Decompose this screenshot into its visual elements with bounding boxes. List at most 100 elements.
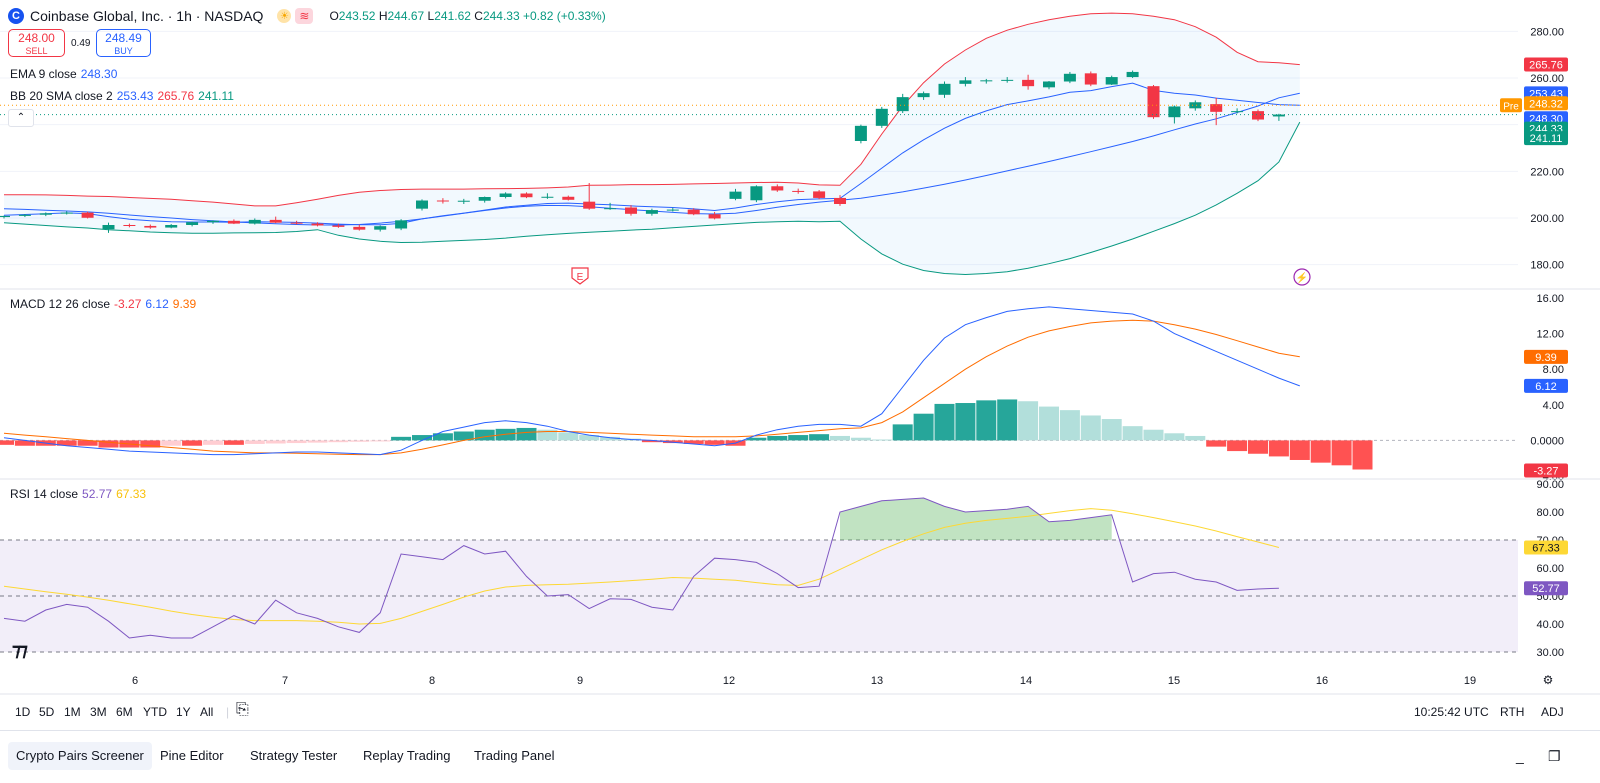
macd-histogram-bar <box>0 440 14 445</box>
candle-body <box>1043 81 1055 88</box>
macd-histogram-bar <box>850 437 871 441</box>
macd-histogram-bar <box>244 440 265 444</box>
candle-body <box>562 196 575 200</box>
tag-macd-hist: -3.27 <box>1533 466 1558 478</box>
chart-canvas[interactable]: 280.00260.00240.00220.00200.00180.00E⚡26… <box>0 0 1600 697</box>
candle-body <box>60 212 73 214</box>
timeframe-1m[interactable]: 1M <box>64 705 81 719</box>
maximize-panel-icon[interactable]: ❐ <box>1548 748 1561 764</box>
macd-histogram-bar <box>14 440 35 446</box>
macd-histogram-bar <box>140 440 161 448</box>
macd-histogram-bar <box>349 440 370 442</box>
candle-body <box>1168 106 1181 118</box>
candle-body <box>541 196 554 198</box>
timeframe-1y[interactable]: 1Y <box>176 705 191 719</box>
candle-body <box>645 210 658 214</box>
candle-body <box>666 209 679 211</box>
macd-histogram-bar <box>830 435 850 441</box>
dividend-marker-shape <box>1293 268 1311 286</box>
ema-legend[interactable]: EMA 9 close 248.30 <box>10 67 118 81</box>
macd-histogram-bar <box>1227 440 1248 452</box>
candle-body <box>687 209 700 215</box>
macd-signal-line <box>3 319 1300 456</box>
candle-body <box>1105 77 1118 85</box>
candle-body <box>896 97 909 112</box>
tab-pine-editor[interactable]: Pine Editor <box>160 748 224 763</box>
tag-bb-upper: 265.76 <box>1529 60 1563 72</box>
timeframe-1d[interactable]: 1D <box>15 705 31 719</box>
sell-button[interactable]: 248.00 SELL <box>8 29 65 57</box>
timeframe-6m[interactable]: 6M <box>116 705 133 719</box>
macd-histogram-bar <box>976 400 997 441</box>
macd-histogram-bar <box>1080 415 1101 441</box>
adj-toggle[interactable]: ADJ <box>1541 705 1564 719</box>
tab-replay-trading[interactable]: Replay Trading <box>363 748 451 763</box>
candle-body <box>583 201 596 209</box>
tradingview-watermark-icon: ⁊⁊ <box>12 640 28 660</box>
macd-legend[interactable]: MACD 12 26 close -3.27 6.12 9.39 <box>10 297 197 311</box>
macd-tick-label: 0.0000 <box>1530 435 1564 447</box>
market-hours-sun-icon[interactable]: ☀ <box>277 9 292 23</box>
rsi-legend[interactable]: RSI 14 close 52.77 67.33 <box>10 487 147 501</box>
date-range-calendar-icon[interactable]: ⎘ <box>236 701 249 718</box>
tab-strategy-tester[interactable]: Strategy Tester <box>250 748 338 763</box>
macd-histogram-bar <box>182 440 203 446</box>
macd-histogram-bar <box>1206 440 1227 447</box>
tag-rsi: 52.77 <box>1532 583 1560 595</box>
rsi-ma-line <box>3 508 1280 625</box>
candle-body <box>436 200 449 202</box>
macd-histogram-bar <box>809 434 830 441</box>
tag-macd-signal-bg <box>1524 349 1568 364</box>
minimize-panel-icon[interactable]: _ <box>1516 748 1524 764</box>
macd-histogram-bar <box>1185 435 1206 441</box>
macd-histogram-bar <box>788 435 809 441</box>
x-tick-label: 12 <box>723 675 735 687</box>
candle-body <box>165 225 178 228</box>
dividend-marker-label: ⚡ <box>1296 271 1308 284</box>
symbol-header[interactable]: C Coinbase Global, Inc. · 1h · NASDAQ ☀ … <box>8 6 606 26</box>
symbol-title[interactable]: Coinbase Global, Inc. · 1h · NASDAQ <box>30 8 264 24</box>
dividend-marker-icon: ⚡ <box>1293 268 1311 286</box>
collapse-legend-button[interactable]: ⌃ <box>8 109 34 127</box>
timeframe-ytd[interactable]: YTD <box>143 705 167 719</box>
candle-body <box>980 80 993 82</box>
tag-pre-label: Pre <box>1503 101 1519 112</box>
candle-body <box>123 225 136 226</box>
candle-body <box>1189 102 1202 109</box>
x-tick-label: 16 <box>1316 675 1328 687</box>
bb-legend[interactable]: BB 20 SMA close 2 253.43 265.76 241.11 <box>10 89 234 103</box>
chart-toolbar: 1D 5D 1M 3M 6M YTD 1Y All | ⎘ 10:25:42 U… <box>0 697 1600 725</box>
rth-toggle[interactable]: RTH <box>1500 705 1525 719</box>
macd-histogram-bar <box>77 440 98 446</box>
tag-bb-lower: 241.11 <box>1530 133 1563 145</box>
macd-histogram-bar <box>1289 440 1310 460</box>
x-tick-label: 15 <box>1168 675 1180 687</box>
macd-histogram-bar <box>537 429 558 441</box>
timeframe-all[interactable]: All <box>200 705 214 719</box>
tab-crypto-pairs-screener[interactable]: Crypto Pairs Screener <box>8 742 152 770</box>
macd-histogram-bar <box>892 424 913 441</box>
timeframe-5d[interactable]: 5D <box>39 705 55 719</box>
macd-histogram-bar <box>641 440 662 443</box>
rsi-tick-label: 30.00 <box>1536 647 1564 659</box>
macd-histogram-bar <box>600 436 621 441</box>
candle-body <box>353 226 366 230</box>
rsi-tick-label: 80.00 <box>1536 507 1564 519</box>
x-tick-label: 13 <box>871 675 883 687</box>
macd-histogram-bar <box>1310 440 1331 463</box>
macd-histogram-bar <box>453 431 474 441</box>
timeframe-3m[interactable]: 3M <box>90 705 107 719</box>
macd-histogram-bar <box>265 440 286 444</box>
data-status-icon[interactable]: ≋ <box>295 8 314 24</box>
tab-trading-panel[interactable]: Trading Panel <box>474 748 555 763</box>
macd-tick-label: 4.00 <box>1543 400 1564 412</box>
macd-histogram-bar <box>1039 406 1059 441</box>
macd-histogram-bar <box>223 440 244 445</box>
macd-histogram-bar <box>558 432 579 441</box>
macd-histogram-bar <box>997 399 1018 441</box>
clock-time[interactable]: 10:25:42 UTC <box>1414 705 1489 719</box>
macd-histogram-bar <box>704 440 725 445</box>
buy-button[interactable]: 248.49 BUY <box>96 29 151 57</box>
tag-pre-label-bg <box>1500 98 1522 113</box>
candle-body <box>416 200 428 209</box>
